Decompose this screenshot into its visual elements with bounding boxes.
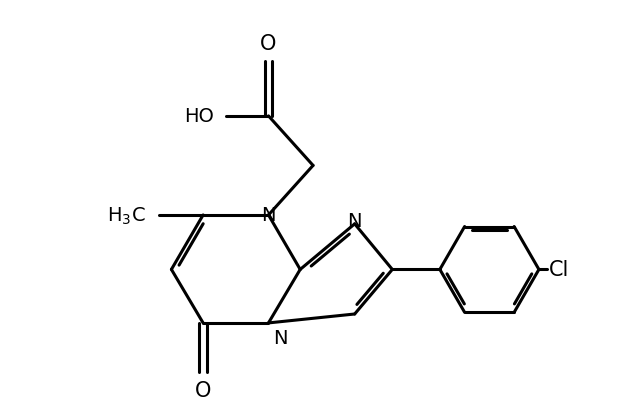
Text: Cl: Cl	[549, 260, 569, 280]
Text: O: O	[260, 34, 276, 54]
Text: HO: HO	[184, 107, 214, 126]
Text: N: N	[261, 206, 276, 225]
Text: H$_3$C: H$_3$C	[107, 205, 146, 226]
Text: N: N	[273, 328, 288, 347]
Text: O: O	[195, 380, 211, 401]
Text: N: N	[348, 212, 362, 231]
